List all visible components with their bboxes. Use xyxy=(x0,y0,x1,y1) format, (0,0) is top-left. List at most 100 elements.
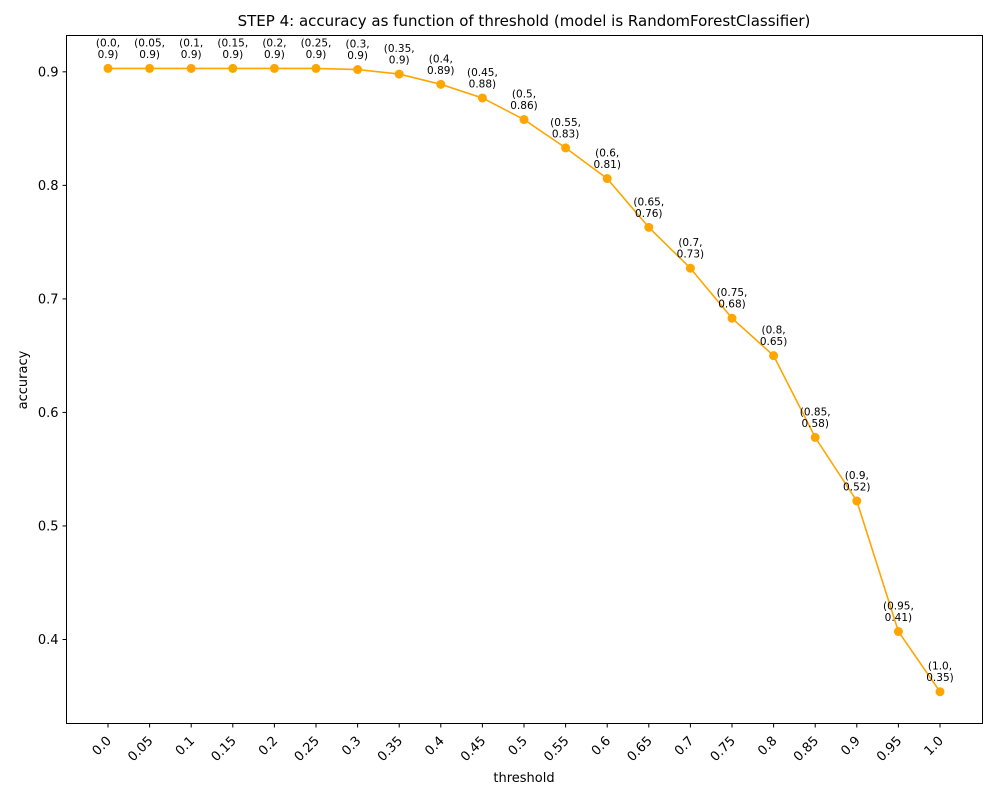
data-label: (0.25, xyxy=(301,37,332,49)
x-tick-label: 0.6 xyxy=(589,734,614,759)
x-tick-label: 0.1 xyxy=(173,734,198,759)
x-axis-label: threshold xyxy=(493,771,554,786)
data-point xyxy=(561,143,571,153)
data-label: (1.0, xyxy=(928,661,952,673)
y-tick-label: 0.9 xyxy=(38,65,59,80)
x-tick-label: 0.7 xyxy=(672,734,697,759)
x-tick-label: 0.95 xyxy=(874,734,905,765)
data-label: 0.52) xyxy=(843,481,870,493)
data-point xyxy=(852,496,862,506)
x-tick-label: 0.05 xyxy=(125,734,156,765)
data-point xyxy=(436,79,446,89)
x-tick-label: 0.9 xyxy=(838,734,863,759)
data-label: 0.9) xyxy=(98,49,119,61)
data-point xyxy=(269,63,279,73)
y-axis: 0.4 0.5 0.6 0.7 0.8 0.9 xyxy=(38,65,67,648)
data-label: 0.9) xyxy=(181,49,202,61)
data-point xyxy=(186,63,196,73)
data-label: (0.9, xyxy=(845,470,869,482)
data-point xyxy=(644,222,654,232)
data-point xyxy=(810,432,820,442)
x-tick-label: 0.35 xyxy=(375,734,406,765)
data-label: 0.68) xyxy=(718,299,745,311)
data-label: (0.15, xyxy=(217,37,248,49)
data-label: (0.45, xyxy=(467,67,498,79)
data-label: (0.95, xyxy=(883,601,914,613)
data-label: (0.0, xyxy=(96,37,120,49)
x-tick-label: 0.15 xyxy=(209,734,240,765)
data-point xyxy=(602,174,612,184)
data-label: 0.73) xyxy=(677,249,704,261)
data-label: 0.9) xyxy=(389,55,410,67)
series-line xyxy=(108,67,941,693)
data-point xyxy=(145,63,155,73)
data-label: 0.88) xyxy=(469,78,496,90)
x-tick-label: 0.5 xyxy=(506,734,531,759)
data-label: (0.55, xyxy=(550,117,581,129)
y-axis-label: accuracy xyxy=(16,350,31,409)
data-label: (0.7, xyxy=(678,237,702,249)
data-point xyxy=(394,69,404,79)
data-label: 0.9) xyxy=(222,49,243,61)
x-tick-label: 0.65 xyxy=(625,734,656,765)
data-point xyxy=(477,93,487,103)
x-tick-label: 0.75 xyxy=(708,734,739,765)
data-label: (0.85, xyxy=(800,406,831,418)
x-tick-label: 0.4 xyxy=(422,734,447,759)
data-point xyxy=(519,115,529,125)
x-tick-label: 1.0 xyxy=(922,734,947,759)
data-label: (0.6, xyxy=(595,148,619,160)
data-label: 0.9) xyxy=(139,49,160,61)
data-label: 0.41) xyxy=(885,612,912,624)
x-tick-label: 0.8 xyxy=(755,734,780,759)
data-label: (0.05, xyxy=(134,37,165,49)
data-label: (0.3, xyxy=(346,39,370,51)
data-point xyxy=(727,313,737,323)
x-tick-label: 0.85 xyxy=(791,734,822,765)
y-tick-label: 0.6 xyxy=(38,406,59,421)
chart-title: STEP 4: accuracy as function of threshol… xyxy=(238,12,811,30)
data-label: (0.5, xyxy=(512,89,536,101)
data-point xyxy=(228,63,238,73)
data-label: 0.65) xyxy=(760,336,787,348)
data-point xyxy=(893,627,903,637)
y-tick-label: 0.8 xyxy=(38,179,59,194)
y-tick-label: 0.4 xyxy=(38,633,59,648)
data-label: 0.9) xyxy=(306,49,327,61)
x-tick-label: 0.25 xyxy=(292,734,323,765)
data-point xyxy=(103,63,113,73)
data-label: 0.81) xyxy=(593,159,620,171)
series-markers xyxy=(103,63,945,697)
x-tick-label: 0.3 xyxy=(339,734,364,759)
plot-frame xyxy=(66,35,983,724)
data-point xyxy=(311,63,321,73)
data-label: 0.9) xyxy=(347,50,368,62)
data-label: (0.1, xyxy=(179,37,203,49)
data-label: 0.35) xyxy=(926,672,953,684)
x-axis: 0.0 0.05 0.1 0.15 0.2 0.25 0.3 0.35 0.4 0.45 0.5 0.… xyxy=(90,723,947,765)
data-label: 0.58) xyxy=(801,418,828,430)
y-tick-label: 0.7 xyxy=(38,292,59,307)
x-tick-label: 0.45 xyxy=(458,734,489,765)
data-point xyxy=(769,351,779,361)
data-label: 0.9) xyxy=(264,49,285,61)
data-label: 0.86) xyxy=(510,100,537,112)
data-label: (0.4, xyxy=(429,53,453,65)
data-point xyxy=(353,65,363,75)
data-label: 0.83) xyxy=(552,128,579,140)
data-label: (0.35, xyxy=(384,43,415,55)
data-label: 0.89) xyxy=(427,65,454,77)
data-label: (0.2, xyxy=(262,37,286,49)
y-tick-label: 0.5 xyxy=(38,519,59,534)
data-label: (0.75, xyxy=(717,287,748,299)
x-tick-label: 0.55 xyxy=(541,734,572,765)
data-labels: (0.0,0.9)(0.05,0.9)(0.1,0.9)(0.15,0.9)(0… xyxy=(96,37,954,684)
x-tick-label: 0.2 xyxy=(256,734,281,759)
data-label: (0.65, xyxy=(633,196,664,208)
data-label: (0.8, xyxy=(762,325,786,337)
x-tick-label: 0.0 xyxy=(90,734,115,759)
data-point xyxy=(935,687,945,697)
data-point xyxy=(685,263,695,273)
data-label: 0.76) xyxy=(635,208,662,220)
